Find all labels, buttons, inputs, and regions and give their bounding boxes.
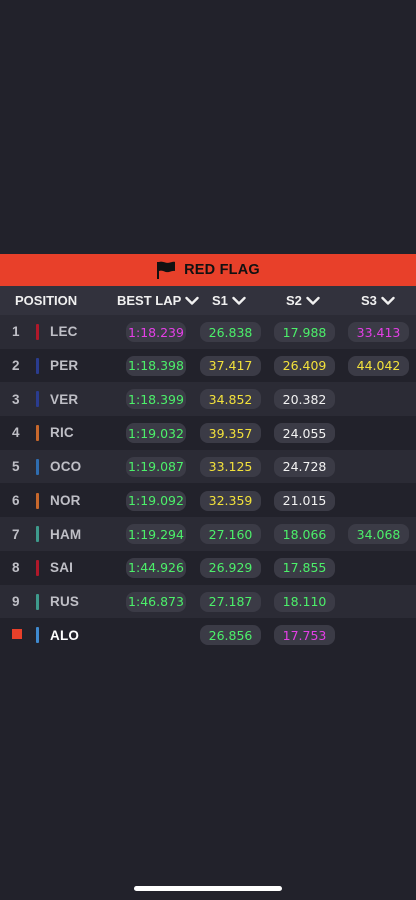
position-number: 5 — [12, 459, 20, 475]
sector-2-time: 18.110 — [274, 591, 335, 612]
flag-icon — [157, 261, 176, 279]
header-s3-label: S3 — [361, 293, 377, 308]
team-color-bar — [36, 391, 39, 408]
position-number: 4 — [12, 425, 20, 441]
table-row[interactable]: 2 PER 1:18.398 37.417 26.409 44.042 — [0, 348, 416, 383]
chevron-down-icon — [232, 296, 246, 305]
sector-1-time: 26.929 — [200, 557, 261, 578]
position-number: 9 — [12, 593, 20, 609]
team-color-bar — [36, 425, 39, 442]
header-s1[interactable]: S1 — [212, 286, 246, 315]
driver-code: ALO — [50, 627, 80, 643]
table-row[interactable]: 5 OCO 1:19.087 33.125 24.728 — [0, 449, 416, 484]
sector-2-time: 18.066 — [274, 524, 335, 545]
position-number — [12, 618, 26, 652]
sector-1-time: 32.359 — [200, 490, 261, 511]
position-number: 2 — [12, 358, 20, 374]
position-number: 8 — [12, 560, 20, 576]
sector-2-time: 20.382 — [274, 389, 335, 410]
table-row[interactable]: 6 NOR 1:19.092 32.359 21.015 — [0, 483, 416, 518]
chevron-down-icon — [185, 296, 199, 305]
sector-2-time: 17.855 — [274, 557, 335, 578]
sector-1-time: 37.417 — [200, 355, 261, 376]
table-row[interactable]: 7 HAM 1:19.294 27.160 18.066 34.068 — [0, 517, 416, 551]
best-lap-time: 1:19.092 — [126, 490, 186, 511]
sector-2-time: 26.409 — [274, 355, 335, 376]
driver-code: LEC — [50, 324, 78, 340]
home-indicator[interactable] — [134, 886, 282, 891]
header-position[interactable]: POSITION — [15, 286, 77, 315]
table-row[interactable]: 4 RIC 1:19.032 39.357 24.055 — [0, 416, 416, 450]
header-s2-label: S2 — [286, 293, 302, 308]
sector-2-time: 17.753 — [274, 625, 335, 646]
timing-header: POSITION BEST LAP S1 S2 S3 — [0, 286, 416, 315]
team-color-bar — [36, 458, 39, 475]
driver-code: HAM — [50, 526, 82, 542]
sector-2-time: 24.055 — [274, 423, 335, 444]
sector-1-time: 26.838 — [200, 322, 261, 342]
position-number: 1 — [12, 324, 20, 340]
best-lap-time: 1:46.873 — [126, 591, 186, 612]
sector-1-time: 34.852 — [200, 389, 261, 410]
table-row[interactable]: ALO 26.856 17.753 — [0, 618, 416, 652]
best-lap-time: 1:44.926 — [126, 557, 186, 578]
banner-label: RED FLAG — [184, 262, 260, 278]
sector-2-time: 21.015 — [274, 490, 335, 511]
sector-2-time: 17.988 — [274, 322, 335, 342]
sector-2-time: 24.728 — [274, 456, 335, 477]
best-lap-time: 1:18.399 — [126, 389, 186, 410]
best-lap-time: 1:19.087 — [126, 456, 186, 477]
team-color-bar — [36, 357, 39, 374]
sector-3-time: 34.068 — [348, 524, 409, 545]
table-row[interactable]: 9 RUS 1:46.873 27.187 18.110 — [0, 584, 416, 619]
sector-3-time: 44.042 — [348, 355, 409, 376]
team-color-bar — [36, 593, 39, 610]
sector-1-time: 27.187 — [200, 591, 261, 612]
best-lap-time: 1:19.032 — [126, 423, 186, 444]
sector-1-time: 26.856 — [200, 625, 261, 646]
driver-code: RUS — [50, 593, 80, 609]
header-position-label: POSITION — [15, 293, 78, 308]
driver-code: OCO — [50, 459, 82, 475]
driver-code: NOR — [50, 492, 81, 508]
sector-1-time: 27.160 — [200, 524, 261, 545]
table-row[interactable]: 8 SAI 1:44.926 26.929 17.855 — [0, 550, 416, 585]
team-color-bar — [36, 559, 39, 576]
best-lap-time: 1:19.294 — [126, 524, 186, 545]
header-s3[interactable]: S3 — [361, 286, 395, 315]
stopped-indicator-icon — [12, 629, 22, 640]
driver-code: PER — [50, 358, 79, 374]
header-s1-label: S1 — [212, 293, 228, 308]
team-color-bar — [36, 627, 39, 644]
sector-3-time: 33.413 — [348, 322, 409, 342]
team-color-bar — [36, 526, 39, 543]
sector-1-time: 33.125 — [200, 456, 261, 477]
chevron-down-icon — [381, 296, 395, 305]
chevron-down-icon — [306, 296, 320, 305]
best-lap-time: 1:18.398 — [126, 355, 186, 376]
header-s2[interactable]: S2 — [286, 286, 320, 315]
driver-code: RIC — [50, 425, 74, 441]
table-row[interactable]: 3 VER 1:18.399 34.852 20.382 — [0, 382, 416, 417]
header-best-lap-label: BEST LAP — [117, 293, 182, 308]
position-number: 7 — [12, 526, 20, 542]
driver-code: VER — [50, 391, 79, 407]
team-color-bar — [36, 492, 39, 509]
header-best-lap[interactable]: BEST LAP — [117, 286, 199, 315]
position-number: 3 — [12, 391, 20, 407]
position-number: 6 — [12, 492, 20, 508]
team-color-bar — [36, 324, 39, 340]
driver-code: SAI — [50, 560, 74, 576]
sector-1-time: 39.357 — [200, 423, 261, 444]
red-flag-banner: RED FLAG — [0, 254, 416, 286]
best-lap-time: 1:18.239 — [126, 322, 186, 342]
table-row[interactable]: 1 LEC 1:18.239 26.838 17.988 33.413 — [0, 315, 416, 349]
